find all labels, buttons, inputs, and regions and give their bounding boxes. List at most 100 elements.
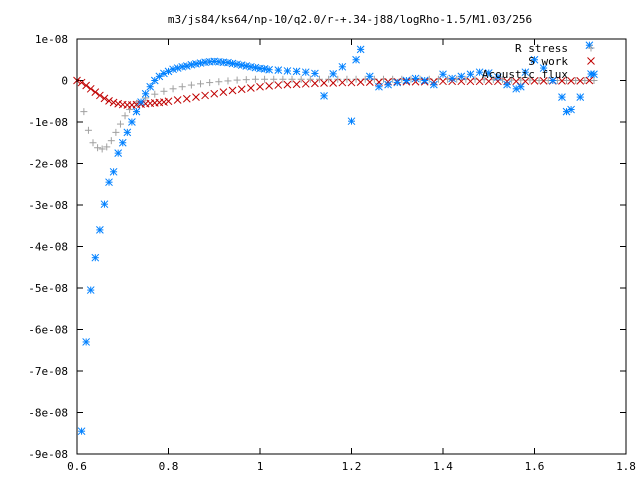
data-point — [494, 73, 502, 82]
data-point — [521, 77, 530, 86]
data-point-stroke — [512, 77, 521, 86]
data-point — [334, 75, 342, 83]
data-point — [274, 81, 283, 89]
data-point — [585, 76, 594, 85]
data-point-stroke — [530, 55, 539, 64]
data-point — [187, 81, 195, 89]
data-point — [192, 93, 200, 101]
data-point — [246, 62, 255, 71]
data-point-stroke — [558, 77, 566, 85]
data-point-stroke — [178, 62, 187, 71]
data-point — [315, 75, 323, 83]
data-point — [141, 89, 150, 98]
data-point — [325, 75, 333, 83]
legend-label: R stress — [515, 42, 568, 55]
data-point — [484, 69, 493, 77]
data-point-stroke — [338, 62, 347, 71]
data-point-stroke — [141, 89, 150, 98]
data-point — [121, 112, 129, 120]
marks-layer — [73, 41, 598, 436]
data-point — [576, 77, 585, 85]
data-point-stroke — [169, 65, 177, 74]
data-point — [164, 97, 173, 106]
data-point-stroke — [100, 94, 109, 103]
data-point-stroke — [164, 97, 173, 106]
data-point — [224, 77, 232, 85]
data-point-stroke — [155, 72, 164, 81]
data-point-stroke — [402, 76, 411, 85]
legend-marker — [587, 44, 595, 52]
data-point-stroke — [86, 84, 95, 93]
data-point — [352, 75, 360, 83]
data-point-stroke — [192, 60, 200, 68]
data-point — [347, 78, 356, 87]
data-point-stroke — [429, 80, 438, 89]
y-tick-label: -5e-08 — [28, 282, 68, 295]
data-point — [288, 75, 296, 83]
data-point-stroke — [283, 67, 292, 75]
y-tick-label: -6e-08 — [28, 324, 68, 337]
data-point — [297, 75, 305, 83]
data-point — [503, 80, 511, 89]
data-point — [420, 76, 429, 85]
data-point — [256, 82, 264, 91]
data-point-stroke — [365, 78, 374, 87]
data-point — [356, 45, 365, 54]
data-point — [329, 79, 338, 87]
data-point — [137, 98, 145, 106]
data-point — [283, 67, 292, 75]
data-point-stroke — [457, 72, 466, 81]
x-tick-label: 0.8 — [159, 460, 179, 473]
data-point-stroke — [182, 62, 191, 70]
data-point — [237, 61, 246, 69]
data-point-stroke — [585, 76, 594, 85]
data-point — [384, 80, 392, 89]
data-point — [187, 60, 196, 69]
data-point — [375, 82, 383, 91]
data-point — [114, 149, 123, 157]
data-point — [237, 85, 246, 94]
legend-marker-stroke — [587, 70, 595, 78]
data-point-stroke — [576, 93, 585, 101]
data-point — [558, 93, 566, 101]
data-point-stroke — [292, 67, 301, 76]
data-point — [105, 96, 113, 105]
data-point — [219, 88, 228, 96]
y-tick-label: -9e-08 — [28, 448, 68, 461]
x-tick-label: 1.2 — [342, 460, 362, 473]
data-point-stroke — [521, 77, 530, 86]
data-point — [572, 77, 580, 84]
data-point-stroke — [86, 286, 95, 294]
legend-marker-stroke — [587, 57, 595, 65]
series-acoustic-flux — [77, 41, 598, 436]
data-point-stroke — [146, 82, 155, 91]
data-point — [215, 78, 223, 86]
y-tick-label: -2e-08 — [28, 158, 68, 171]
data-point — [86, 84, 95, 93]
data-point — [320, 79, 328, 87]
data-point — [517, 76, 525, 84]
data-point — [242, 76, 250, 84]
data-point — [107, 137, 115, 145]
data-point — [347, 117, 356, 126]
data-point — [103, 143, 111, 151]
data-point — [526, 76, 534, 84]
data-point-stroke — [393, 78, 402, 87]
x-tick-label: 1.4 — [433, 460, 453, 473]
data-point-stroke — [548, 76, 557, 85]
data-point — [535, 77, 543, 84]
data-point-stroke — [530, 77, 539, 85]
data-point — [567, 77, 575, 85]
data-point-stroke — [233, 60, 241, 69]
data-point — [581, 77, 589, 84]
data-point-stroke — [274, 66, 283, 74]
legend-marker — [587, 70, 595, 78]
data-point — [292, 67, 301, 76]
data-point-stroke — [320, 79, 328, 87]
data-point — [466, 77, 475, 86]
data-point — [197, 80, 205, 88]
data-point — [329, 70, 338, 78]
data-point — [82, 338, 91, 346]
